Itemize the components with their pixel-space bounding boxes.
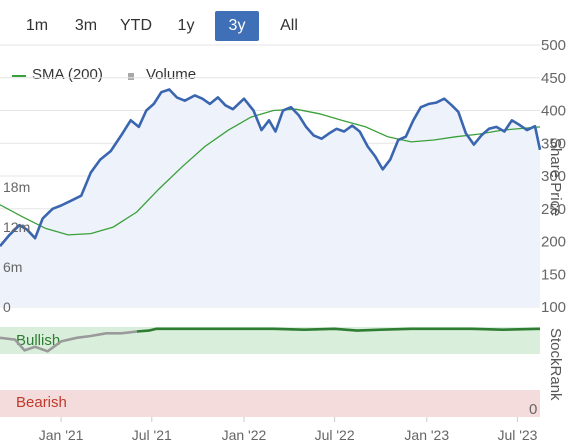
volume-axis: 0 6m 12m 18m — [3, 179, 30, 315]
x-tick-label: Jul '22 — [315, 427, 355, 443]
volume-legend-label[interactable]: Volume — [146, 66, 197, 83]
price-line — [0, 88, 542, 247]
price-tick-label: 400 — [541, 103, 566, 120]
x-tick-label: Jan '23 — [404, 427, 449, 443]
x-tick-label: Jul '23 — [497, 427, 537, 443]
volume-legend-swatch — [128, 73, 134, 80]
date-axis: Jan '21 Jul '21 Jan '22 Jul '22 Jan '23 Jul '… — [39, 417, 538, 443]
bearish-zone-label: Bearish — [16, 394, 67, 411]
stockrank-tick-label: 0 — [529, 401, 537, 418]
stockrank-line-bullish — [136, 327, 541, 333]
price-axis-title: Share Price — [547, 138, 564, 216]
sma-legend-label[interactable]: SMA (200) — [32, 66, 103, 83]
range-selector: 1m 3m YTD 1y 3y All — [0, 10, 340, 44]
price-tick-label: 450 — [541, 70, 566, 87]
volume-tick-label: 6m — [3, 259, 22, 275]
range-button-1y[interactable]: 1y — [177, 17, 195, 34]
price-tick-label: 200 — [541, 234, 566, 251]
stockrank-panel: Bullish Bearish 0 StockRank — [0, 327, 564, 418]
volume-tick-label: 18m — [3, 179, 30, 195]
price-area-fill — [0, 89, 540, 307]
x-tick-label: Jan '21 — [39, 427, 84, 443]
bullish-zone-label: Bullish — [16, 332, 60, 349]
x-tick-label: Jul '21 — [132, 427, 172, 443]
sma-line — [0, 108, 541, 236]
range-button-3m[interactable]: 3m — [74, 17, 98, 34]
price-tick-label: 250 — [541, 201, 566, 218]
stockrank-line-neutral — [0, 330, 137, 353]
price-tick-label: 150 — [541, 266, 566, 283]
price-tick-label: 100 — [541, 299, 566, 316]
bullish-zone — [0, 327, 540, 354]
price-tick-label: 500 — [541, 37, 566, 54]
price-axis: 100 150 200 250 300 350 400 450 500 Share Price — [541, 37, 566, 316]
stockrank-axis-title: StockRank — [547, 328, 564, 401]
volume-tick-label: 0 — [3, 299, 11, 315]
range-button-1m[interactable]: 1m — [25, 17, 49, 34]
volume-tick-label: 12m — [3, 219, 30, 235]
range-button-ytd[interactable]: YTD — [120, 17, 152, 34]
price-tick-label: 350 — [541, 135, 566, 152]
x-tick-label: Jan '22 — [222, 427, 267, 443]
price-tick-label: 300 — [541, 168, 566, 185]
sma-legend-swatch — [12, 75, 26, 77]
range-button-3y[interactable]: 3y — [215, 11, 259, 41]
bearish-zone — [0, 390, 540, 417]
range-button-all[interactable]: All — [280, 17, 298, 34]
